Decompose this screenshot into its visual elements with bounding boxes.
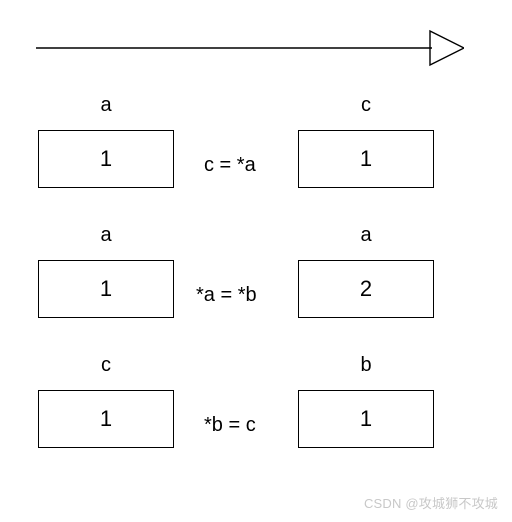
row3-right-cell: b 1 bbox=[298, 354, 434, 448]
row1-right-value: 1 bbox=[360, 146, 372, 172]
row3-left-box: 1 bbox=[38, 390, 174, 448]
row3-op: *b = c bbox=[204, 414, 256, 437]
row2-left-box: 1 bbox=[38, 260, 174, 318]
row2-left-value: 1 bbox=[100, 276, 112, 302]
row1-left-value: 1 bbox=[100, 146, 112, 172]
row3-left-cell: c 1 bbox=[38, 354, 174, 448]
row1-right-cell: c 1 bbox=[298, 94, 434, 188]
row3-right-box: 1 bbox=[298, 390, 434, 448]
row2-right-label: a bbox=[360, 224, 371, 248]
row2-left-label: a bbox=[100, 224, 111, 248]
row1-right-box: 1 bbox=[298, 130, 434, 188]
row1-left-cell: a 1 bbox=[38, 94, 174, 188]
row2-right-value: 2 bbox=[360, 276, 372, 302]
row1-left-box: 1 bbox=[38, 130, 174, 188]
row1-right-label: c bbox=[361, 94, 371, 118]
row3-right-label: b bbox=[360, 354, 371, 378]
row3-left-value: 1 bbox=[100, 406, 112, 432]
direction-arrow bbox=[34, 28, 464, 68]
row2-op: *a = *b bbox=[196, 284, 257, 307]
row1-op: c = *a bbox=[204, 154, 256, 177]
row2-right-cell: a 2 bbox=[298, 224, 434, 318]
row1-left-label: a bbox=[100, 94, 111, 118]
row3-left-label: c bbox=[101, 354, 111, 378]
row2-left-cell: a 1 bbox=[38, 224, 174, 318]
row2-right-box: 2 bbox=[298, 260, 434, 318]
watermark: CSDN @攻城狮不攻城 bbox=[364, 493, 498, 512]
row3-right-value: 1 bbox=[360, 406, 372, 432]
